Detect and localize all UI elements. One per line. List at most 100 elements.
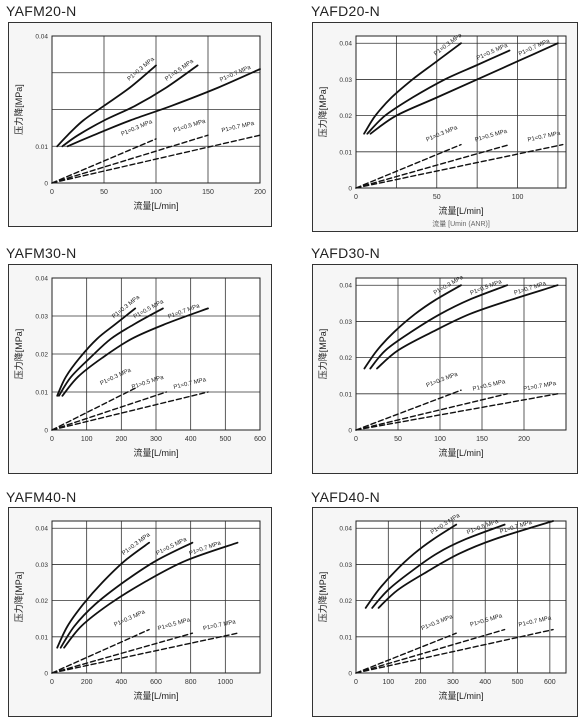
x-tick-label: 50 [394,436,402,443]
y-axis-label: 压力降[MPa] [13,572,24,623]
series-line-dashed [355,393,508,431]
series-line-solid [66,68,261,148]
series-label: P1=0.7 MPa [523,381,557,393]
y-tick-label: 0 [348,671,352,678]
x-axis-label-secondary: 流量 [Umin (ANR)] [432,219,490,228]
plot-area [356,521,566,673]
x-tick-label: 300 [150,436,162,443]
series-line-dashed [51,632,194,674]
x-axis-label: 流量[L/min] [133,447,178,458]
y-tick-label: 0.04 [339,526,352,533]
series-line-dashed [355,632,457,674]
chart-title-yafd30: YAFD30-N [311,245,381,261]
x-tick-label: 0 [50,189,54,196]
y-tick-label: 0.01 [35,634,48,641]
x-tick-label: 200 [415,679,427,686]
chart-title-yafm30: YAFM30-N [6,245,77,261]
x-tick-label: 100 [434,436,446,443]
series-line-solid [56,64,157,148]
y-tick-label: 0.04 [35,276,48,283]
y-tick-label: 0.04 [339,41,352,48]
series-line-solid [58,307,164,397]
x-tick-label: 500 [512,679,524,686]
series-line-solid [59,541,194,649]
series-line-solid [56,307,137,397]
x-tick-label: 0 [354,436,358,443]
series-line-dashed [51,138,157,184]
series-line-solid [363,284,462,370]
x-tick-label: 200 [254,189,266,196]
y-axis-label: 压力降[MPa] [317,572,328,623]
y-tick-label: 0.03 [35,562,48,569]
pressure-drop-chart-yafm40: 0 200 400 600 800 1000 0 0.01 0.02 0.03 0.04 流量[L/m… [8,507,272,717]
series-line-solid [369,42,559,135]
x-tick-label: 100 [382,679,394,686]
x-tick-label: 200 [115,436,127,443]
x-tick-label: 50 [100,189,108,196]
pressure-drop-chart-yafd20: 0 50 100 0 0.01 0.02 0.03 0.04 流量[L/min] 流量 [Umin… [312,22,578,232]
y-tick-label: 0.01 [339,634,352,641]
series-line-solid [366,49,511,135]
x-tick-label: 600 [254,436,266,443]
y-tick-label: 0.03 [339,562,352,569]
pressure-drop-chart-yafd40: 0 100 200 300 400 500 600 0 0.01 0.02 0.03 0.04 流量[L… [312,507,578,717]
series-line-dashed [51,134,261,184]
series-line-solid [56,541,150,649]
series-line-dashed [51,391,168,431]
series-line-solid [363,42,462,135]
x-tick-label: 400 [185,436,197,443]
x-axis-label: 流量[L/min] [438,447,483,458]
y-tick-label: 0 [44,181,48,188]
y-tick-label: 0.02 [35,352,48,359]
y-tick-label: 0.01 [339,391,352,398]
y-tick-label: 0.03 [35,314,48,321]
plot-area [356,278,566,430]
series-line-dashed [51,387,136,431]
chart-title-yafd20: YAFD20-N [311,3,381,19]
series-line-solid [376,284,559,370]
x-tick-label: 0 [354,679,358,686]
y-tick-label: 0 [44,671,48,678]
x-axis-label: 流量[L/min] [438,205,483,216]
x-tick-label: 200 [81,679,93,686]
x-tick-label: 400 [115,679,127,686]
y-axis-label: 压力降[MPa] [13,84,24,135]
x-tick-label: 1000 [218,679,234,686]
y-tick-label: 0.02 [339,355,352,362]
pressure-drop-chart-yafm30: 0 100 200 300 400 500 600 0 0.01 0.02 0.03 0.04 流量[L… [8,264,272,474]
x-tick-label: 300 [447,679,459,686]
x-tick-label: 50 [433,194,441,201]
y-tick-label: 0 [44,428,48,435]
y-tick-label: 0.02 [339,598,352,605]
series-line-dashed [355,389,462,431]
plot-area [356,36,566,188]
x-tick-label: 0 [50,436,54,443]
x-tick-label: 600 [150,679,162,686]
series-line-solid [61,64,199,148]
pressure-drop-chart-yafm20: 0 50 100 150 20000.010.04流量[L/min]压力降[MPa]P1… [8,22,272,227]
y-tick-label: 0.03 [339,319,352,326]
y-tick-label: 0.01 [35,144,48,151]
series-line-dashed [355,143,511,189]
series-line-dashed [355,628,554,674]
chart-title-yafm20: YAFM20-N [6,3,77,19]
x-tick-label: 500 [219,436,231,443]
x-tick-label: 400 [479,679,491,686]
x-tick-label: 100 [81,436,93,443]
plot-border [51,277,261,431]
y-tick-label: 0.02 [339,113,352,120]
series-line-solid [377,520,554,609]
x-tick-label: 150 [476,436,488,443]
x-axis-label: 流量[L/min] [133,690,178,701]
y-axis-label: 压力降[MPa] [317,329,328,380]
y-tick-label: 0.04 [339,283,352,290]
x-axis-label: 流量[L/min] [438,690,483,701]
plot-border [51,520,261,674]
y-tick-label: 0.01 [339,149,352,156]
plot-border [51,35,261,184]
plot-border [355,35,567,189]
series-line-dashed [51,628,150,674]
y-tick-label: 0.04 [35,34,48,41]
x-tick-label: 200 [518,436,530,443]
series-line-solid [61,307,209,397]
